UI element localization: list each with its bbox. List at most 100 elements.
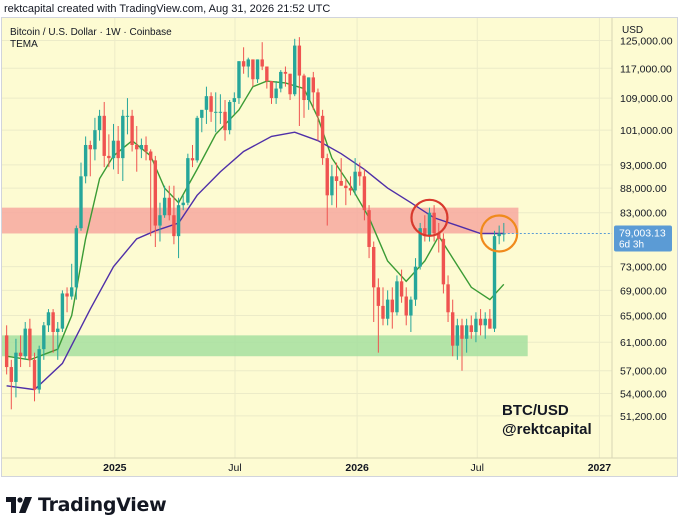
- candle[interactable]: [311, 71, 316, 110]
- chart-canvas[interactable]: 125,000.00 117,000.00 109,000.00 101,000.00…: [2, 18, 677, 476]
- candle[interactable]: [450, 299, 455, 357]
- candle[interactable]: [65, 287, 69, 313]
- candle[interactable]: [28, 318, 32, 368]
- candle[interactable]: [14, 338, 18, 398]
- candle[interactable]: [413, 258, 418, 306]
- candle[interactable]: [395, 275, 399, 316]
- currency-label[interactable]: USD: [622, 25, 643, 36]
- candle[interactable]: [158, 202, 162, 242]
- candle[interactable]: [172, 185, 176, 245]
- candle[interactable]: [325, 153, 329, 226]
- candle[interactable]: [32, 352, 37, 402]
- candle[interactable]: [56, 322, 60, 360]
- candle[interactable]: [204, 86, 209, 124]
- candle[interactable]: [51, 309, 55, 353]
- candle[interactable]: [302, 73, 306, 118]
- tradingview-logo[interactable]: TradingView: [6, 494, 167, 516]
- candle[interactable]: [348, 176, 353, 196]
- candle[interactable]: [214, 92, 218, 133]
- candle[interactable]: [162, 185, 167, 218]
- candle[interactable]: [269, 81, 274, 104]
- candle[interactable]: [9, 359, 13, 410]
- candle[interactable]: [125, 98, 130, 135]
- candle[interactable]: [227, 100, 232, 135]
- candle[interactable]: [283, 66, 288, 87]
- candle[interactable]: [255, 59, 260, 83]
- candle[interactable]: [381, 287, 385, 326]
- candle[interactable]: [497, 225, 501, 245]
- candle[interactable]: [293, 38, 297, 97]
- candle[interactable]: [260, 42, 264, 71]
- candle[interactable]: [455, 318, 460, 360]
- candle[interactable]: [195, 115, 199, 163]
- candle[interactable]: [399, 269, 404, 303]
- candle[interactable]: [130, 109, 134, 152]
- candle[interactable]: [409, 296, 413, 332]
- candle[interactable]: [246, 57, 250, 78]
- candle[interactable]: [339, 158, 343, 186]
- candle[interactable]: [376, 278, 381, 353]
- candle[interactable]: [209, 92, 213, 122]
- candle[interactable]: [121, 109, 125, 181]
- candle[interactable]: [237, 61, 241, 104]
- candle[interactable]: [148, 149, 153, 237]
- candle[interactable]: [102, 101, 106, 168]
- candle[interactable]: [176, 197, 181, 259]
- candle[interactable]: [469, 315, 473, 339]
- candle[interactable]: [320, 109, 325, 165]
- candle[interactable]: [274, 81, 278, 104]
- candle[interactable]: [190, 144, 195, 168]
- candle[interactable]: [60, 290, 65, 332]
- candle[interactable]: [18, 335, 23, 368]
- candle[interactable]: [316, 88, 320, 141]
- candle[interactable]: [218, 94, 223, 124]
- time-axis[interactable]: [2, 458, 677, 476]
- candle[interactable]: [418, 222, 422, 270]
- candle[interactable]: [478, 309, 483, 336]
- candle[interactable]: [464, 318, 469, 353]
- candle[interactable]: [306, 77, 311, 110]
- candle[interactable]: [404, 287, 408, 326]
- candle[interactable]: [116, 126, 120, 174]
- candle[interactable]: [111, 123, 116, 170]
- candle[interactable]: [367, 205, 371, 259]
- candle[interactable]: [42, 322, 46, 360]
- candle[interactable]: [441, 233, 446, 294]
- candle[interactable]: [279, 70, 283, 93]
- candle[interactable]: [390, 287, 394, 329]
- candle[interactable]: [223, 100, 227, 141]
- candle[interactable]: [423, 215, 427, 242]
- candle[interactable]: [144, 136, 148, 161]
- candle[interactable]: [181, 195, 185, 211]
- candle[interactable]: [362, 169, 367, 221]
- candle[interactable]: [79, 162, 83, 231]
- candle[interactable]: [474, 312, 478, 343]
- candle[interactable]: [344, 178, 348, 206]
- candle[interactable]: [483, 312, 487, 339]
- candle[interactable]: [135, 126, 139, 172]
- candle[interactable]: [153, 155, 158, 247]
- candle[interactable]: [334, 162, 339, 208]
- candle[interactable]: [446, 275, 450, 323]
- candle[interactable]: [502, 222, 506, 242]
- candle[interactable]: [74, 225, 79, 300]
- candle[interactable]: [460, 318, 464, 371]
- candle[interactable]: [69, 263, 74, 300]
- candle[interactable]: [358, 162, 362, 186]
- candle[interactable]: [83, 136, 88, 184]
- candle[interactable]: [297, 37, 302, 127]
- candle[interactable]: [353, 158, 357, 196]
- chart-area[interactable]: 125,000.00 117,000.00 109,000.00 101,000.00…: [1, 17, 678, 477]
- candle[interactable]: [488, 309, 492, 329]
- candle[interactable]: [251, 59, 255, 87]
- candle[interactable]: [139, 138, 144, 159]
- candle[interactable]: [288, 73, 292, 101]
- candle[interactable]: [23, 322, 27, 360]
- candle[interactable]: [186, 153, 190, 206]
- candle[interactable]: [492, 230, 497, 332]
- candle[interactable]: [4, 325, 9, 375]
- candle[interactable]: [241, 47, 246, 74]
- candle[interactable]: [385, 290, 390, 326]
- candle[interactable]: [372, 241, 376, 323]
- candle[interactable]: [437, 222, 441, 253]
